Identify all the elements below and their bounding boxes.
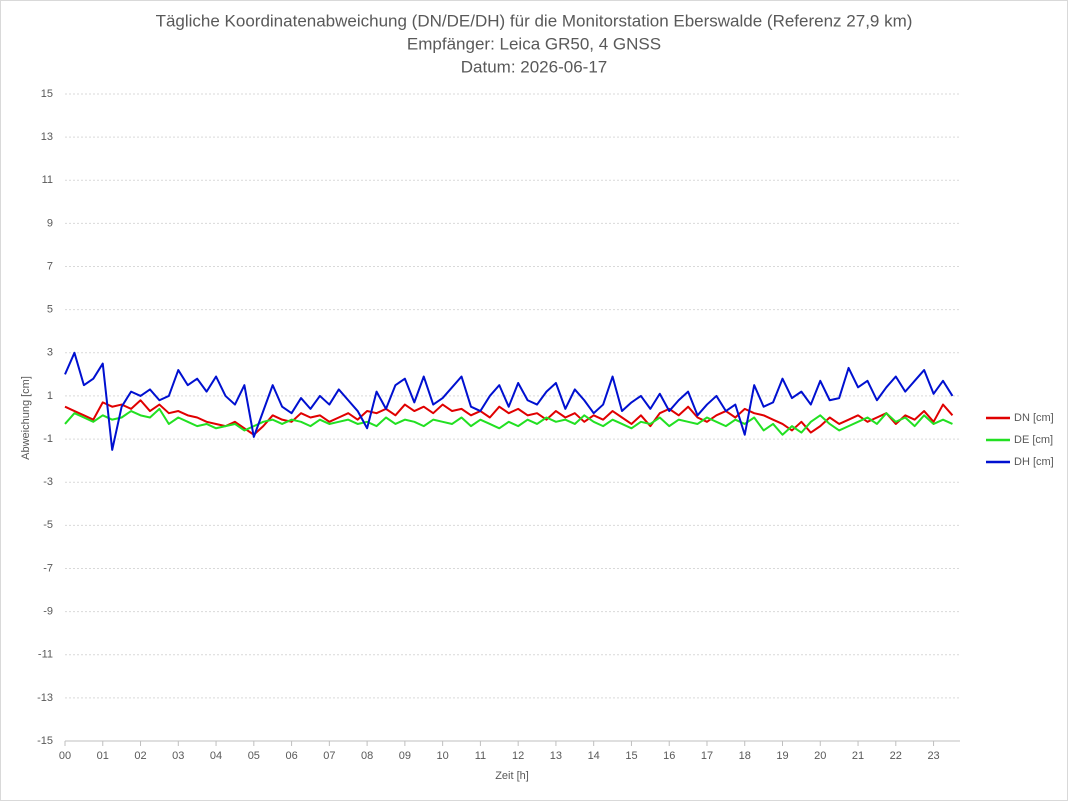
y-tick-label: -3 <box>43 476 53 488</box>
x-tick-label: 15 <box>625 750 637 762</box>
x-tick-label: 18 <box>739 750 751 762</box>
y-tick-label: 13 <box>41 131 53 143</box>
chart-date: Datum: 2026-06-17 <box>461 57 607 76</box>
y-tick-label: -7 <box>43 562 53 574</box>
x-tick-label: 05 <box>248 750 260 762</box>
y-tick-label: 7 <box>47 260 53 272</box>
y-tick-label: 1 <box>47 390 53 402</box>
x-tick-label: 19 <box>776 750 788 762</box>
x-tick-label: 06 <box>285 750 297 762</box>
x-tick-label: 07 <box>323 750 335 762</box>
x-tick-label: 22 <box>890 750 902 762</box>
x-tick-label: 04 <box>210 750 222 762</box>
data-line <box>64 407 953 436</box>
x-tick-label: 21 <box>852 750 864 762</box>
x-tick-label: 00 <box>59 750 71 762</box>
y-tick-label: -11 <box>38 649 53 661</box>
y-tick-label: 3 <box>47 347 53 359</box>
x-tick-label: 08 <box>361 750 373 762</box>
data-line <box>64 351 954 451</box>
x-tick-label: 01 <box>97 750 109 762</box>
y-tick-label: 15 <box>41 88 53 100</box>
data-line <box>64 399 954 436</box>
y-tick-label: 5 <box>47 304 53 316</box>
chart-subtitle: Empfänger: Leica GR50, 4 GNSS <box>407 34 661 53</box>
x-axis-label: Zeit [h] <box>495 770 529 782</box>
y-tick-label: 11 <box>42 174 53 186</box>
x-tick-label: 03 <box>172 750 184 762</box>
x-tick-label: 09 <box>399 750 411 762</box>
y-tick-label: -1 <box>43 433 53 445</box>
legend-label: DN [cm] <box>1014 412 1054 424</box>
x-tick-label: 02 <box>134 750 146 762</box>
y-tick-label: -13 <box>37 692 53 704</box>
x-tick-label: 16 <box>663 750 675 762</box>
legend-label: DE [cm] <box>1014 434 1053 446</box>
x-tick-label: 13 <box>550 750 562 762</box>
x-tick-label: 11 <box>475 750 486 762</box>
y-tick-label: 9 <box>47 217 53 229</box>
legend-label: DH [cm] <box>1014 456 1054 468</box>
x-tick-label: 14 <box>588 750 600 762</box>
y-tick-label: -9 <box>43 606 53 618</box>
y-axis-label: Abweichung [cm] <box>20 376 32 460</box>
chart-title: Tägliche Koordinatenabweichung (DN/DE/DH… <box>156 11 913 30</box>
x-tick-label: 10 <box>437 750 449 762</box>
x-tick-label: 17 <box>701 750 713 762</box>
y-tick-label: -15 <box>37 735 53 747</box>
x-tick-label: 12 <box>512 750 524 762</box>
x-tick-label: 23 <box>927 750 939 762</box>
x-tick-label: 20 <box>814 750 826 762</box>
y-tick-label: -5 <box>43 519 53 531</box>
